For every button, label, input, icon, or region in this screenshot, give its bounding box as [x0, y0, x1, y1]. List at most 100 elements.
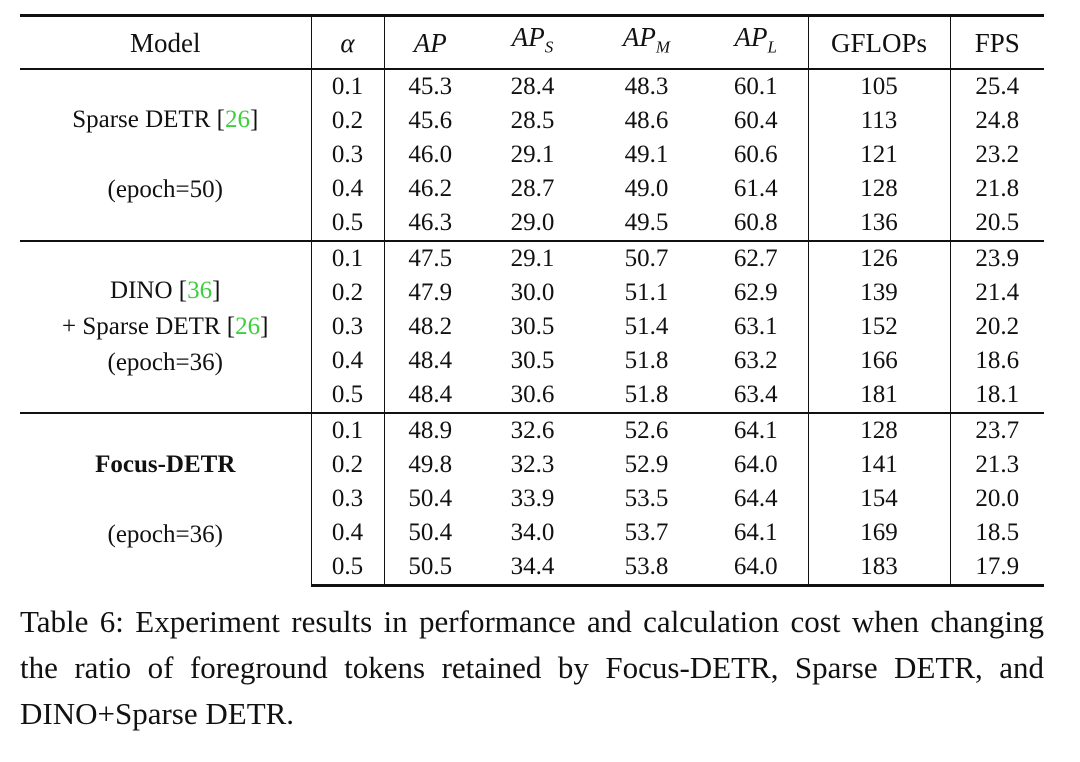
ap-medium-cell: 53.8: [589, 550, 704, 587]
ap-large-cell: 62.7: [704, 240, 808, 276]
ap-large-cell: 60.6: [733, 141, 778, 168]
model-epoch: (epoch=36): [107, 349, 223, 376]
table-row: 0.3 46.0 29.1 49.1 60.6 121 23.2: [20, 138, 1044, 172]
citation-bracket: ]: [212, 277, 221, 304]
ap-small-cell: 32.6: [476, 412, 589, 448]
ap-cell: 45.6: [383, 104, 476, 138]
model-name: Focus-DETR: [95, 450, 236, 478]
gflops-cell: 128: [807, 172, 950, 206]
ap-cell: 47.5: [383, 240, 476, 276]
alpha-cell: 0.5: [310, 550, 384, 587]
gflops-cell: 183: [807, 550, 950, 587]
ap-medium-cell: 52.6: [589, 412, 704, 448]
model-name-text: DINO [: [110, 277, 188, 304]
ap-small-cell: 30.5: [510, 313, 555, 340]
ap-medium-cell: 51.8: [624, 347, 669, 374]
ap-medium-cell: 48.6: [624, 107, 669, 134]
alpha-cell: 0.4: [310, 516, 384, 550]
header-ap: AP: [383, 14, 476, 70]
ap-large-cell: 62.9: [733, 279, 778, 306]
alpha-cell: 0.3: [310, 482, 384, 516]
fps-cell: 20.2: [949, 310, 1044, 344]
model-epoch: (epoch=50): [107, 176, 223, 203]
table-row: 0.2 49.8 32.3 52.9 64.0 141 21.3: [20, 448, 1044, 482]
ap-medium-cell: 51.4: [624, 313, 669, 340]
table-body: Sparse DETR [26] (epoch=50) 0.1 45.3 28.4 48.…: [20, 69, 1044, 587]
ap-cell: 49.8: [383, 448, 476, 482]
alpha-cell: 0.2: [310, 448, 384, 482]
citation-link[interactable]: 26: [235, 313, 261, 340]
ap-small-cell: 34.0: [510, 519, 555, 546]
ap-small-cell: 30.0: [510, 279, 555, 306]
alpha-cell: 0.1: [310, 69, 384, 104]
ap-large-cell: 61.4: [733, 175, 778, 202]
gflops-cell: 181: [807, 378, 950, 413]
gflops-cell: 105: [807, 69, 950, 104]
ap-large-cell: 63.1: [733, 313, 778, 340]
alpha-cell: 0.2: [310, 276, 384, 310]
paper-table-figure: Model α AP APS APM APL GFLOPs FPS Sparse…: [20, 14, 1044, 737]
table-row: 0.4 50.4 34.0 53.7 64.1 169 18.5: [20, 516, 1044, 550]
gflops-cell: 141: [807, 448, 950, 482]
gflops-cell: 126: [807, 240, 950, 276]
alpha-cell: 0.5: [310, 378, 384, 413]
fps-cell: 18.1: [949, 378, 1044, 413]
ap-medium-cell: 49.5: [624, 209, 669, 236]
model-cell: Focus-DETR (epoch=36): [20, 412, 311, 586]
fps-cell: 18.6: [949, 344, 1044, 378]
citation-bracket: ]: [249, 106, 259, 133]
gflops-cell: 128: [807, 412, 950, 448]
fps-cell: 21.3: [949, 448, 1044, 482]
citation-link[interactable]: 36: [187, 277, 213, 304]
header-model: Model: [20, 14, 311, 70]
gflops-cell: 154: [807, 482, 950, 516]
fps-cell: 21.4: [949, 276, 1044, 310]
model-cell: DINO [36] + Sparse DETR [26] (epoch=36): [20, 240, 311, 413]
model-cell: Sparse DETR [26] (epoch=50): [20, 69, 311, 241]
table-row: Sparse DETR [26] (epoch=50) 0.1 45.3 28.4 48.…: [20, 69, 1044, 203]
fps-cell: 18.5: [949, 516, 1044, 550]
gflops-cell: 136: [807, 206, 950, 241]
table-row: 0.4 48.4 30.5 51.8 63.2 166 18.6: [20, 344, 1044, 378]
ap-cell: 50.4: [383, 516, 476, 550]
table-row: 0.5 46.3 29.0 49.5 60.8 136 20.5: [20, 206, 1044, 241]
alpha-cell: 0.1: [310, 240, 384, 276]
ap-cell: 50.4: [383, 482, 476, 516]
ap-cell: 46.0: [383, 138, 476, 172]
citation-link[interactable]: 26: [224, 106, 250, 133]
table-row: DINO [36] + Sparse DETR [26] (epoch=36) 0.1…: [20, 240, 1044, 413]
ap-small-cell: 29.1: [476, 240, 589, 276]
ap-cell: 48.9: [383, 412, 476, 448]
header-alpha: α: [310, 14, 384, 70]
table-row: 0.2 45.6 28.5 48.6 60.4 113 24.8: [20, 104, 1044, 138]
ap-cell: 46.3: [383, 206, 476, 241]
table-row: 0.3 50.4 33.9 53.5 64.4 154 20.0: [20, 482, 1044, 516]
ap-medium-cell: 51.8: [624, 381, 669, 408]
ap-small-cell: 30.5: [510, 347, 555, 374]
ap-medium-cell: 51.1: [624, 279, 669, 306]
ap-small-cell: 32.3: [510, 451, 555, 478]
ap-medium-cell: 49.0: [624, 175, 669, 202]
ap-cell: 48.4: [383, 378, 476, 413]
alpha-cell: 0.2: [310, 104, 384, 138]
ap-small-cell: 28.5: [510, 107, 555, 134]
alpha-cell: 0.3: [310, 138, 384, 172]
table-row: 0.2 47.9 30.0 51.1 62.9 139 21.4: [20, 276, 1044, 310]
model-epoch: (epoch=36): [107, 520, 223, 548]
citation-bracket: ]: [260, 313, 269, 340]
gflops-cell: 139: [807, 276, 950, 310]
ap-small-cell: 29.0: [510, 209, 555, 236]
ap-medium-cell: 48.3: [624, 73, 669, 100]
table-row: Focus-DETR (epoch=36) 0.1 48.9 32.6 52.6 64.1 1…: [20, 412, 1044, 586]
ap-small-cell: 33.9: [510, 485, 555, 512]
model-name-line2: + Sparse DETR [26]: [20, 309, 311, 345]
ap-cell: 50.5: [383, 550, 476, 587]
model-name-text: + Sparse DETR [: [62, 313, 236, 340]
fps-cell: 23.2: [949, 138, 1044, 172]
ap-small-cell: 34.4: [476, 550, 589, 587]
ap-medium-cell: 52.9: [624, 451, 669, 478]
ap-small-cell: 28.7: [510, 175, 555, 202]
fps-cell: 21.8: [949, 172, 1044, 206]
alpha-cell: 0.5: [310, 206, 384, 241]
ap-cell: 46.2: [383, 172, 476, 206]
